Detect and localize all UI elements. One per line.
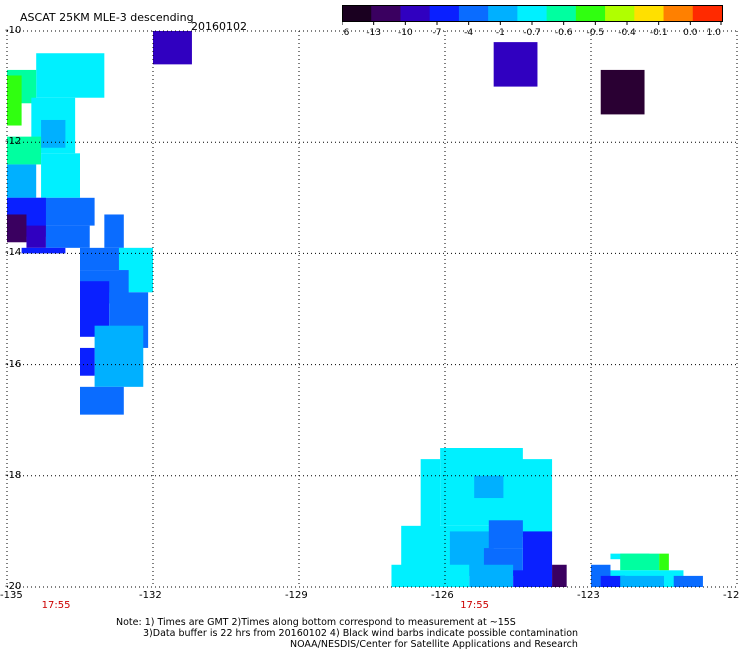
note-line-2: 3)Data buffer is 22 hrs from 20160102 4)… xyxy=(143,628,579,639)
colorbar-label: -1 xyxy=(496,28,505,38)
colorbar-label: 1.0 xyxy=(707,28,722,38)
product-date: 20160102 xyxy=(191,20,247,33)
wind-cell-block xyxy=(80,347,95,376)
note-line-1: Note: 1) Times are GMT 2)Times along bot… xyxy=(116,617,516,628)
colorbar-label: 0.0 xyxy=(683,28,698,38)
colorbar-label: -4 xyxy=(464,28,473,38)
wind-cell-block xyxy=(522,531,553,576)
wind-cell-block xyxy=(104,214,124,248)
colorbar-swatch xyxy=(517,6,548,21)
colorbar-swatch xyxy=(663,6,694,21)
x-tick-label: -120 xyxy=(723,590,740,601)
colorbar-label: -0.7 xyxy=(523,28,541,38)
colorbar-swatch xyxy=(692,6,723,21)
wind-cell-block xyxy=(80,386,124,415)
colorbar-label: -7 xyxy=(433,28,442,38)
wind-cell-block xyxy=(7,164,37,198)
colorbar-swatch xyxy=(488,6,518,21)
colorbar-swatch xyxy=(429,6,460,21)
colorbar-swatch xyxy=(458,6,489,21)
wind-cell-block xyxy=(513,570,553,587)
y-tick-label: -12 xyxy=(5,136,22,148)
wind-cell-block xyxy=(7,136,42,165)
wind-cell-block xyxy=(153,31,192,65)
wind-cell-block xyxy=(469,564,514,587)
wind-cell-block xyxy=(21,247,66,254)
wind-cell-block xyxy=(36,53,105,98)
wind-cell-block xyxy=(552,564,567,587)
x-tick-label: -129 xyxy=(285,590,308,601)
note-line-3: NOAA/NESDIS/Center for Satellite Applica… xyxy=(290,639,578,650)
colorbar-swatch xyxy=(575,6,606,21)
wind-cell-block xyxy=(600,575,626,587)
product-title: ASCAT 25KM MLE-3 descending xyxy=(20,11,194,24)
wind-cell-block xyxy=(620,553,660,571)
y-tick-label: -20 xyxy=(5,581,22,592)
colorbar-label: -0.5 xyxy=(587,28,605,38)
colorbar-label: -0.1 xyxy=(650,28,668,38)
wind-cell-block xyxy=(673,575,703,587)
colorbar-swatch xyxy=(605,6,635,21)
colorbar-swatch xyxy=(342,6,372,21)
colorbar-label: -0.4 xyxy=(618,28,636,38)
colorbar-swatch xyxy=(400,6,431,21)
y-tick-label: -16 xyxy=(5,358,22,370)
wind-cell-block xyxy=(391,564,470,587)
wind-cell-block xyxy=(620,575,664,587)
wind-cell-block xyxy=(488,520,523,549)
colorbar-label: -10 xyxy=(398,28,413,38)
x-tick-label: -126 xyxy=(431,590,454,601)
wind-cell-block xyxy=(493,42,538,87)
wind-cells xyxy=(7,31,703,587)
time-label: 17:55 xyxy=(460,600,490,611)
colorbar-label: -13 xyxy=(366,28,381,38)
wind-cell-block xyxy=(600,69,645,115)
colorbar: -16 -13 -10 -7 -4 -1 -0.7 -0.6 -0.5 -0.4 -0.1 0.0 1.… xyxy=(342,5,723,38)
x-tick-label: -132 xyxy=(139,590,162,601)
x-tick-label: -135 xyxy=(0,590,23,601)
wind-cell-block xyxy=(26,225,46,248)
wind-cell-block xyxy=(41,153,80,198)
colorbar-swatch xyxy=(546,6,577,21)
colorbar-swatch xyxy=(371,6,401,21)
wind-cell-block xyxy=(7,214,27,243)
wind-cell-block xyxy=(45,225,90,248)
colorbar-swatch xyxy=(634,6,665,21)
colorbar-label: -16 xyxy=(342,28,350,38)
colorbar-label: -0.6 xyxy=(555,28,573,38)
wind-cell-block xyxy=(94,325,144,387)
time-label: 17:55 xyxy=(41,600,71,611)
wind-cell-block xyxy=(41,119,66,148)
x-tick-label: -123 xyxy=(577,590,600,601)
wind-cell-block xyxy=(7,75,22,126)
y-tick-label: -18 xyxy=(5,469,22,481)
wind-cell-block xyxy=(80,247,124,271)
y-tick-label: -14 xyxy=(5,247,22,259)
y-tick-label: -10 xyxy=(5,25,22,36)
wind-cell-block xyxy=(659,553,669,571)
